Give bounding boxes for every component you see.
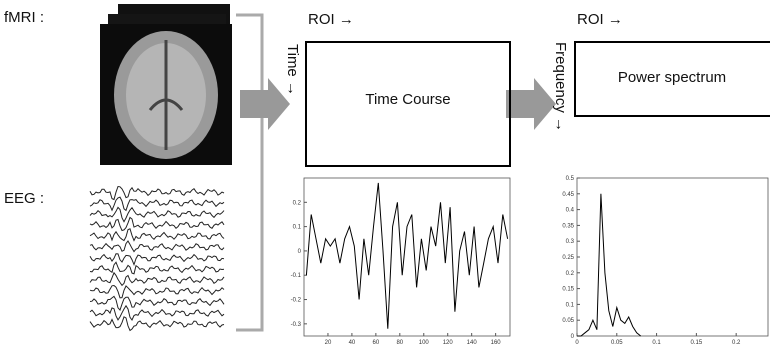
x-tick-label: 0: [575, 340, 579, 346]
x-tick-label: 40: [349, 340, 356, 346]
x-tick-label: 0.1: [652, 340, 661, 346]
x-tick-label: 0.2: [732, 340, 741, 346]
y-tick-label: 0.2: [293, 200, 302, 206]
arrow: [506, 78, 556, 130]
x-tick-label: 80: [396, 340, 403, 346]
eeg-trace: [90, 296, 224, 310]
time-axis-label: Time →: [284, 44, 301, 96]
frequency-axis-label: Frequency →: [552, 42, 569, 132]
y-tick-label: 0.45: [562, 192, 574, 198]
x-tick-label: 160: [491, 340, 502, 346]
y-tick-label: 0.5: [566, 176, 575, 182]
bracket: [236, 15, 262, 330]
y-tick-label: -0.1: [291, 273, 302, 279]
y-tick-label: 0.3: [566, 239, 575, 245]
eeg-trace: [90, 197, 224, 210]
y-tick-label: 0.15: [562, 287, 574, 293]
arrow: [240, 78, 290, 130]
x-tick-label: 0.05: [611, 340, 623, 346]
y-tick-label: 0.1: [293, 225, 302, 231]
plot-frame: [577, 178, 768, 336]
y-tick-label: -0.2: [291, 298, 302, 304]
x-tick-label: 0.15: [691, 340, 703, 346]
eeg-trace: [90, 262, 224, 274]
eeg-trace: [90, 207, 224, 221]
eeg-trace: [90, 187, 224, 200]
y-tick-label: 0.1: [566, 302, 575, 308]
signal-line: [577, 194, 641, 336]
y-tick-label: 0.4: [566, 208, 575, 214]
y-tick-label: 0: [298, 249, 302, 255]
eeg-trace: [90, 317, 224, 331]
x-tick-label: 140: [467, 340, 478, 346]
eeg-trace: [90, 286, 224, 298]
x-tick-label: 60: [373, 340, 380, 346]
signal-line: [306, 183, 507, 329]
eeg-trace: [90, 241, 224, 252]
time-course-label: Time Course: [365, 91, 450, 108]
x-tick-label: 120: [443, 340, 454, 346]
eeg-trace: [90, 306, 224, 320]
eeg-trace: [90, 254, 224, 265]
eeg-trace: [90, 229, 224, 241]
x-tick-label: 20: [325, 340, 332, 346]
y-tick-label: -0.3: [291, 322, 302, 328]
brain-stack: [100, 4, 232, 165]
plot-frame: [304, 178, 510, 336]
roi-label: ROI →: [577, 11, 623, 28]
y-tick-label: 0.35: [562, 223, 574, 229]
y-tick-label: 0.05: [562, 318, 574, 324]
eeg-traces: [90, 187, 224, 331]
power-spectrum-label: Power spectrum: [618, 69, 726, 86]
diagram: fMRI : EEG : ROI → Time → Time Course RO…: [0, 0, 770, 346]
roi-label: ROI →: [308, 11, 354, 28]
y-tick-label: 0: [571, 334, 575, 340]
y-tick-label: 0.2: [566, 271, 575, 277]
y-tick-label: 0.25: [562, 255, 574, 261]
eeg-trace: [90, 273, 224, 286]
x-tick-label: 100: [419, 340, 430, 346]
eeg-label: EEG :: [4, 190, 44, 207]
eeg-trace: [90, 217, 224, 230]
fmri-label: fMRI :: [4, 9, 44, 26]
